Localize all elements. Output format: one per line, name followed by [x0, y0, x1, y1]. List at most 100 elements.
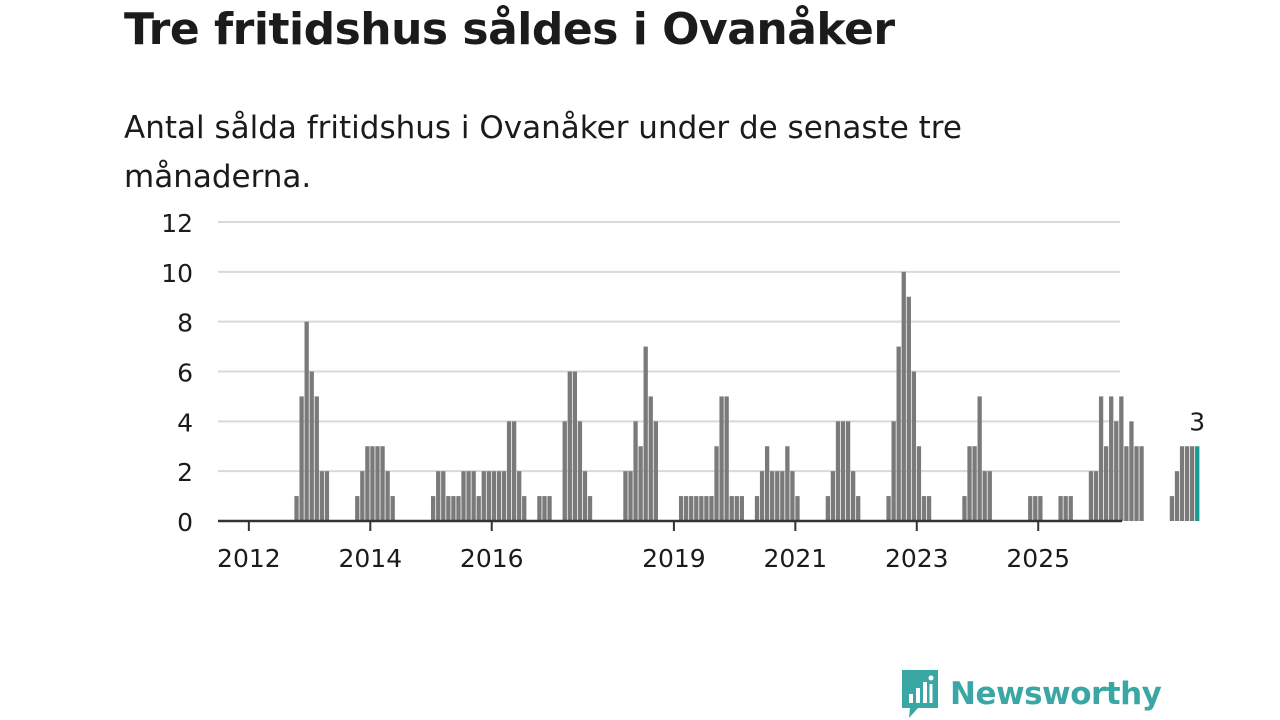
bar	[1179, 446, 1185, 521]
bar	[780, 471, 785, 521]
x-tick-label: 2023	[885, 544, 949, 573]
bar	[759, 471, 765, 521]
bar	[790, 471, 795, 521]
bar	[314, 396, 319, 521]
bar	[304, 321, 309, 521]
bar	[704, 496, 709, 521]
bar	[729, 496, 734, 521]
bar	[567, 371, 572, 521]
bar	[1068, 496, 1073, 521]
bar	[719, 396, 724, 521]
bar	[1139, 446, 1144, 521]
bar	[856, 496, 861, 521]
bar	[294, 496, 299, 521]
bar	[471, 471, 476, 521]
bar	[355, 496, 360, 521]
bar	[1169, 496, 1175, 521]
bar	[633, 421, 638, 521]
x-tick-label: 2014	[338, 544, 402, 573]
bar	[1033, 496, 1038, 521]
bar	[587, 496, 593, 521]
bar	[1038, 496, 1043, 521]
x-tick-label: 2016	[460, 544, 524, 573]
bar	[643, 346, 648, 521]
bar	[582, 471, 588, 521]
bar	[825, 496, 830, 521]
bar	[562, 421, 567, 521]
bar	[1098, 396, 1104, 521]
bar	[517, 471, 522, 521]
bar	[775, 471, 780, 521]
bar	[896, 346, 901, 521]
bar	[845, 421, 851, 521]
bar	[1114, 421, 1119, 521]
bar	[1063, 496, 1068, 521]
bar	[1184, 446, 1190, 521]
bar	[461, 471, 466, 521]
bar	[501, 471, 507, 521]
bar	[638, 446, 643, 521]
bar	[916, 446, 922, 521]
bar	[714, 446, 719, 521]
bar	[572, 371, 577, 521]
bar	[1088, 471, 1094, 521]
bar	[537, 496, 542, 521]
bar	[491, 471, 497, 521]
bar	[486, 471, 491, 521]
bar	[734, 496, 739, 521]
bar	[385, 471, 390, 521]
bar	[481, 471, 486, 521]
bar	[1104, 446, 1109, 521]
bar	[451, 496, 456, 521]
bar	[684, 496, 689, 521]
bar	[1134, 446, 1139, 521]
y-tick-label: 8	[177, 309, 193, 338]
bar	[431, 496, 436, 521]
y-tick-label: 0	[177, 508, 193, 537]
bar	[764, 446, 770, 521]
bar	[365, 446, 370, 521]
bar	[506, 421, 512, 521]
bar	[522, 496, 527, 521]
newsworthy-brand[interactable]: Newsworthy	[900, 668, 1162, 720]
bar	[987, 471, 992, 521]
bar	[628, 471, 633, 521]
bar	[324, 471, 330, 521]
bar	[972, 446, 977, 521]
bar	[299, 396, 304, 521]
bar	[1124, 446, 1129, 521]
bar	[441, 471, 446, 521]
bar	[648, 396, 653, 521]
bar	[577, 421, 583, 521]
bar	[1190, 446, 1195, 521]
bar	[1093, 471, 1099, 521]
bar	[476, 496, 481, 521]
bar	[1174, 471, 1180, 521]
bar	[835, 421, 841, 521]
y-tick-label: 4	[177, 408, 193, 437]
bar	[754, 496, 760, 521]
bar	[891, 421, 896, 521]
chart-title: Tre fritidshus såldes i Ovanåker	[124, 4, 895, 55]
bar	[911, 371, 917, 521]
bar	[678, 496, 684, 521]
y-tick-label: 6	[177, 359, 193, 388]
bar	[1058, 496, 1063, 521]
bar	[380, 446, 385, 521]
bar	[724, 396, 729, 521]
bar	[840, 421, 846, 521]
bar	[709, 496, 714, 521]
newsworthy-wordmark: Newsworthy	[950, 676, 1162, 712]
x-tick-label: 2012	[217, 544, 281, 573]
x-tick-label: 2019	[642, 544, 706, 573]
newsworthy-logo-icon	[902, 670, 938, 718]
bar	[699, 496, 704, 521]
bar	[689, 496, 694, 521]
bar	[360, 471, 365, 521]
bar	[309, 371, 314, 521]
highlight-value-label: 3	[1189, 407, 1205, 436]
bar	[511, 421, 517, 521]
bar	[496, 471, 502, 521]
bar	[1119, 396, 1124, 521]
bar	[456, 496, 461, 521]
